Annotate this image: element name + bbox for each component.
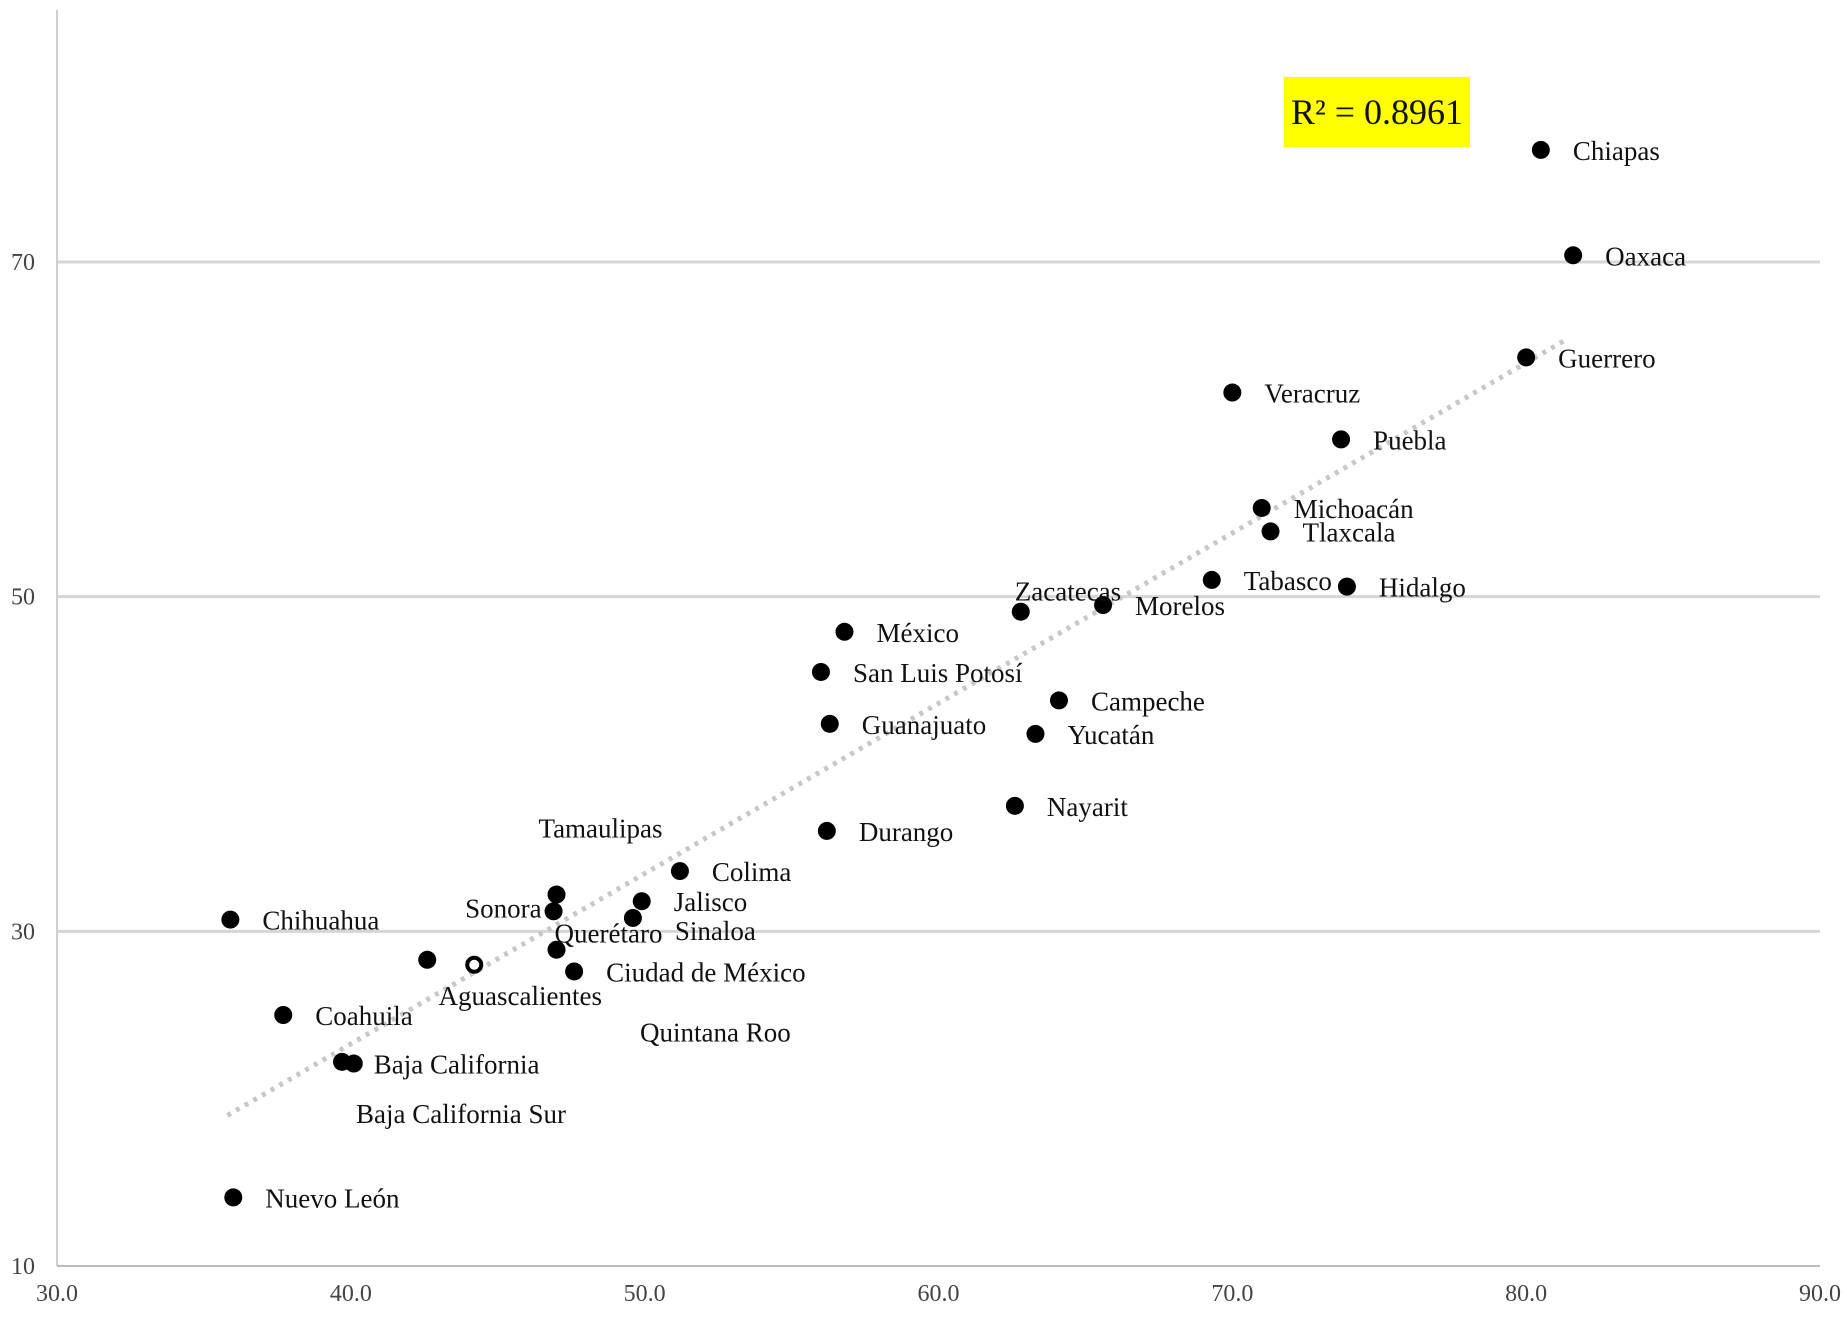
r2-annotation: R² = 0.8961: [1291, 92, 1463, 132]
point-label-ciudad-de-mexico: Ciudad de México: [606, 957, 805, 987]
point-label-quintana-roo: Quintana Roo: [640, 1018, 791, 1048]
trendline-layer: [226, 338, 1566, 1118]
point-michoacan: [1252, 498, 1271, 517]
x-tick-label: 70.0: [1211, 1281, 1253, 1307]
point-tamaulipas: [547, 885, 566, 904]
x-tick-label: 50.0: [624, 1281, 666, 1307]
point-yucatan: [1026, 724, 1045, 743]
point-jalisco: [632, 892, 651, 911]
point-hidalgo: [1337, 577, 1356, 596]
point-tlaxcala: [1261, 522, 1280, 541]
axis-layer: 10 30 50 70 30.0 40.0 50.0 60.0 70.0 80.0 90.0: [11, 10, 1841, 1307]
point-baja-california-sur: [333, 1052, 352, 1071]
point-guerrero: [1517, 348, 1536, 367]
point-chiapas: [1531, 140, 1550, 159]
point-label-michoacan: Michoacán: [1294, 494, 1414, 524]
point-label-hidalgo: Hidalgo: [1379, 573, 1466, 603]
point-label-chiapas: Chiapas: [1573, 136, 1660, 166]
point-queretaro: [547, 940, 566, 959]
point-label-tamaulipas: Tamaulipas: [538, 814, 662, 844]
point-label-tlaxcala: Tlaxcala: [1303, 517, 1396, 547]
x-tick-label: 90.0: [1799, 1281, 1841, 1307]
point-label-jalisco: Jalisco: [674, 887, 748, 917]
label-layer: Chiapas Oaxaca Guerrero Veracruz Puebla Micho…: [262, 136, 1686, 1214]
point-label-san-luis-potosi: San Luis Potosí: [853, 658, 1023, 688]
x-tick-label: 30.0: [36, 1281, 78, 1307]
point-label-zacatecas: Zacatecas: [1015, 577, 1121, 607]
r2-highlight-box: [1284, 77, 1470, 147]
point-label-baja-california-sur: Baja California Sur: [356, 1099, 566, 1129]
point-label-queretaro: Querétaro: [555, 919, 663, 949]
point-label-mexico: México: [876, 618, 958, 648]
point-unlabeled: [418, 950, 437, 969]
y-tick-label: 50: [11, 585, 35, 611]
point-sonora: [544, 902, 563, 921]
point-label-chihuahua: Chihuahua: [262, 906, 379, 936]
point-label-coahuila: Coahuila: [315, 1001, 412, 1031]
y-tick-label: 30: [11, 919, 35, 945]
point-zacatecas: [1011, 602, 1030, 621]
point-label-colima: Colima: [712, 857, 792, 887]
point-label-puebla: Puebla: [1373, 425, 1447, 455]
point-label-morelos: Morelos: [1135, 591, 1225, 621]
y-tick-label: 10: [11, 1254, 35, 1280]
point-oaxaca: [1564, 246, 1583, 265]
point-label-baja-california: Baja California: [374, 1050, 540, 1080]
point-label-veracruz: Veracruz: [1264, 379, 1360, 409]
point-san-luis-potosi: [811, 662, 830, 681]
point-colima: [670, 862, 689, 881]
point-puebla: [1332, 430, 1351, 449]
point-label-nayarit: Nayarit: [1047, 792, 1128, 822]
point-label-nuevo-leon: Nuevo León: [265, 1183, 400, 1213]
point-label-campeche: Campeche: [1091, 686, 1205, 716]
point-durango: [817, 821, 836, 840]
trendline: [226, 338, 1566, 1118]
point-morelos: [1094, 596, 1113, 615]
point-label-sinaloa: Sinaloa: [675, 916, 756, 946]
point-label-sonora: Sonora: [465, 893, 542, 923]
point-label-guerrero: Guerrero: [1558, 343, 1655, 373]
point-tabasco: [1202, 570, 1221, 589]
grid-layer: [57, 260, 1820, 933]
x-tick-label: 80.0: [1505, 1281, 1547, 1307]
point-chihuahua: [221, 910, 240, 929]
point-sinaloa: [623, 908, 642, 927]
point-campeche: [1049, 691, 1068, 710]
point-mexico: [835, 622, 854, 641]
x-tick-label: 60.0: [918, 1281, 960, 1307]
point-nuevo-leon: [224, 1188, 243, 1207]
point-veracruz: [1223, 383, 1242, 402]
y-tick-label: 70: [11, 250, 35, 276]
x-tick-label: 40.0: [330, 1281, 372, 1307]
point-coahuila: [274, 1006, 293, 1024]
point-label-yucatan: Yucatán: [1067, 720, 1154, 750]
point-label-tabasco: Tabasco: [1244, 566, 1332, 596]
point-nayarit: [1005, 796, 1024, 815]
point-label-durango: Durango: [859, 817, 953, 847]
point-guanajuato: [820, 714, 839, 733]
annotation-layer: R² = 0.8961: [1284, 77, 1470, 147]
point-aguascalientes: [465, 955, 484, 974]
point-ciudad-de-mexico: [565, 962, 584, 981]
point-label-guanajuato: Guanajuato: [862, 710, 986, 740]
point-label-aguascalientes: Aguascalientes: [439, 981, 602, 1011]
point-label-oaxaca: Oaxaca: [1605, 241, 1686, 271]
point-layer: [221, 140, 1583, 1207]
